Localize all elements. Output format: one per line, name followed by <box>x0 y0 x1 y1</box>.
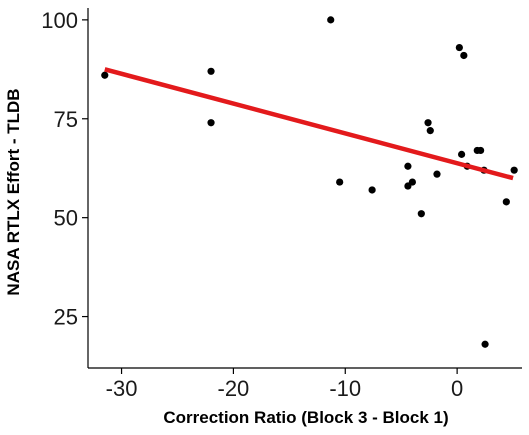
data-point <box>481 340 489 348</box>
data-point <box>424 119 432 127</box>
x-axis-title: Correction Ratio (Block 3 - Block 1) <box>163 408 448 427</box>
trend-line <box>104 67 514 181</box>
data-points <box>101 16 518 348</box>
y-tick-label: 75 <box>54 107 78 132</box>
data-point <box>502 198 510 206</box>
data-point <box>404 162 412 170</box>
x-tick-label: 0 <box>451 376 463 401</box>
data-point <box>460 51 468 60</box>
y-tick-label: 25 <box>54 305 78 330</box>
x-tick-label: -10 <box>329 376 361 401</box>
data-point <box>457 150 466 158</box>
data-point <box>327 16 335 24</box>
data-point <box>477 146 485 155</box>
x-tick-label: -20 <box>218 376 250 401</box>
data-point <box>426 127 434 135</box>
y-axis: 25 50 75 100 <box>41 8 89 368</box>
data-point <box>101 71 109 79</box>
x-axis: -30 -20 -10 0 <box>88 367 522 401</box>
y-axis-title: NASA RTLX Effort - TLDB <box>4 88 23 295</box>
y-tick-label: 100 <box>41 8 78 33</box>
data-point <box>433 170 441 178</box>
data-point <box>417 210 425 218</box>
x-tick-label: -30 <box>106 376 138 401</box>
data-point <box>207 67 215 75</box>
data-point <box>510 166 518 174</box>
data-point <box>368 186 376 194</box>
data-point <box>455 43 463 52</box>
data-point <box>336 178 344 186</box>
y-tick-label: 50 <box>54 206 78 231</box>
data-point <box>408 178 416 186</box>
data-point <box>207 119 215 127</box>
